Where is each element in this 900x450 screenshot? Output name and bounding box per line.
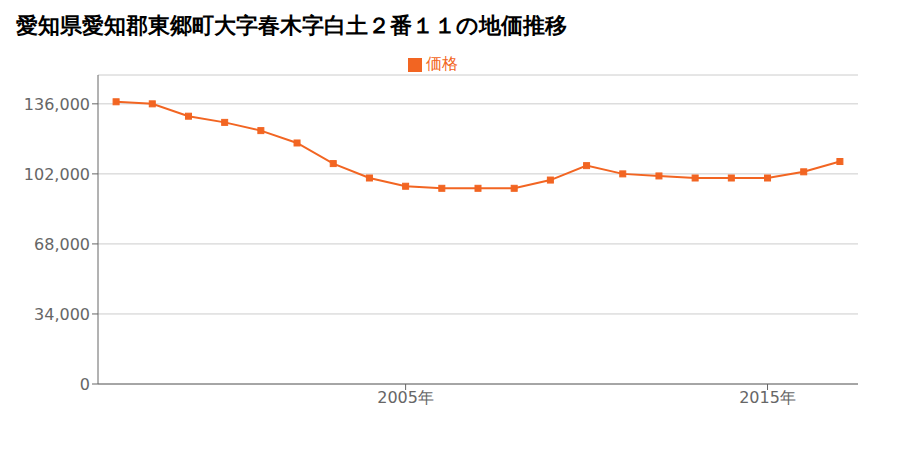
svg-text:2015年: 2015年 [739,388,796,407]
html-text:価格: 価格 [426,54,458,73]
svg-text:0: 0 [80,375,90,394]
svg-text:102,000: 102,000 [24,165,90,184]
svg-text:2005年: 2005年 [377,388,434,407]
svg-text:34,000: 34,000 [34,305,90,324]
html-text:愛知県愛知郡東郷町大字春木字白土２番１１の地価推移: 愛知県愛知郡東郷町大字春木字白土２番１１の地価推移 [16,13,567,38]
svg-text:68,000: 68,000 [34,235,90,254]
svg-text:136,000: 136,000 [24,95,90,114]
